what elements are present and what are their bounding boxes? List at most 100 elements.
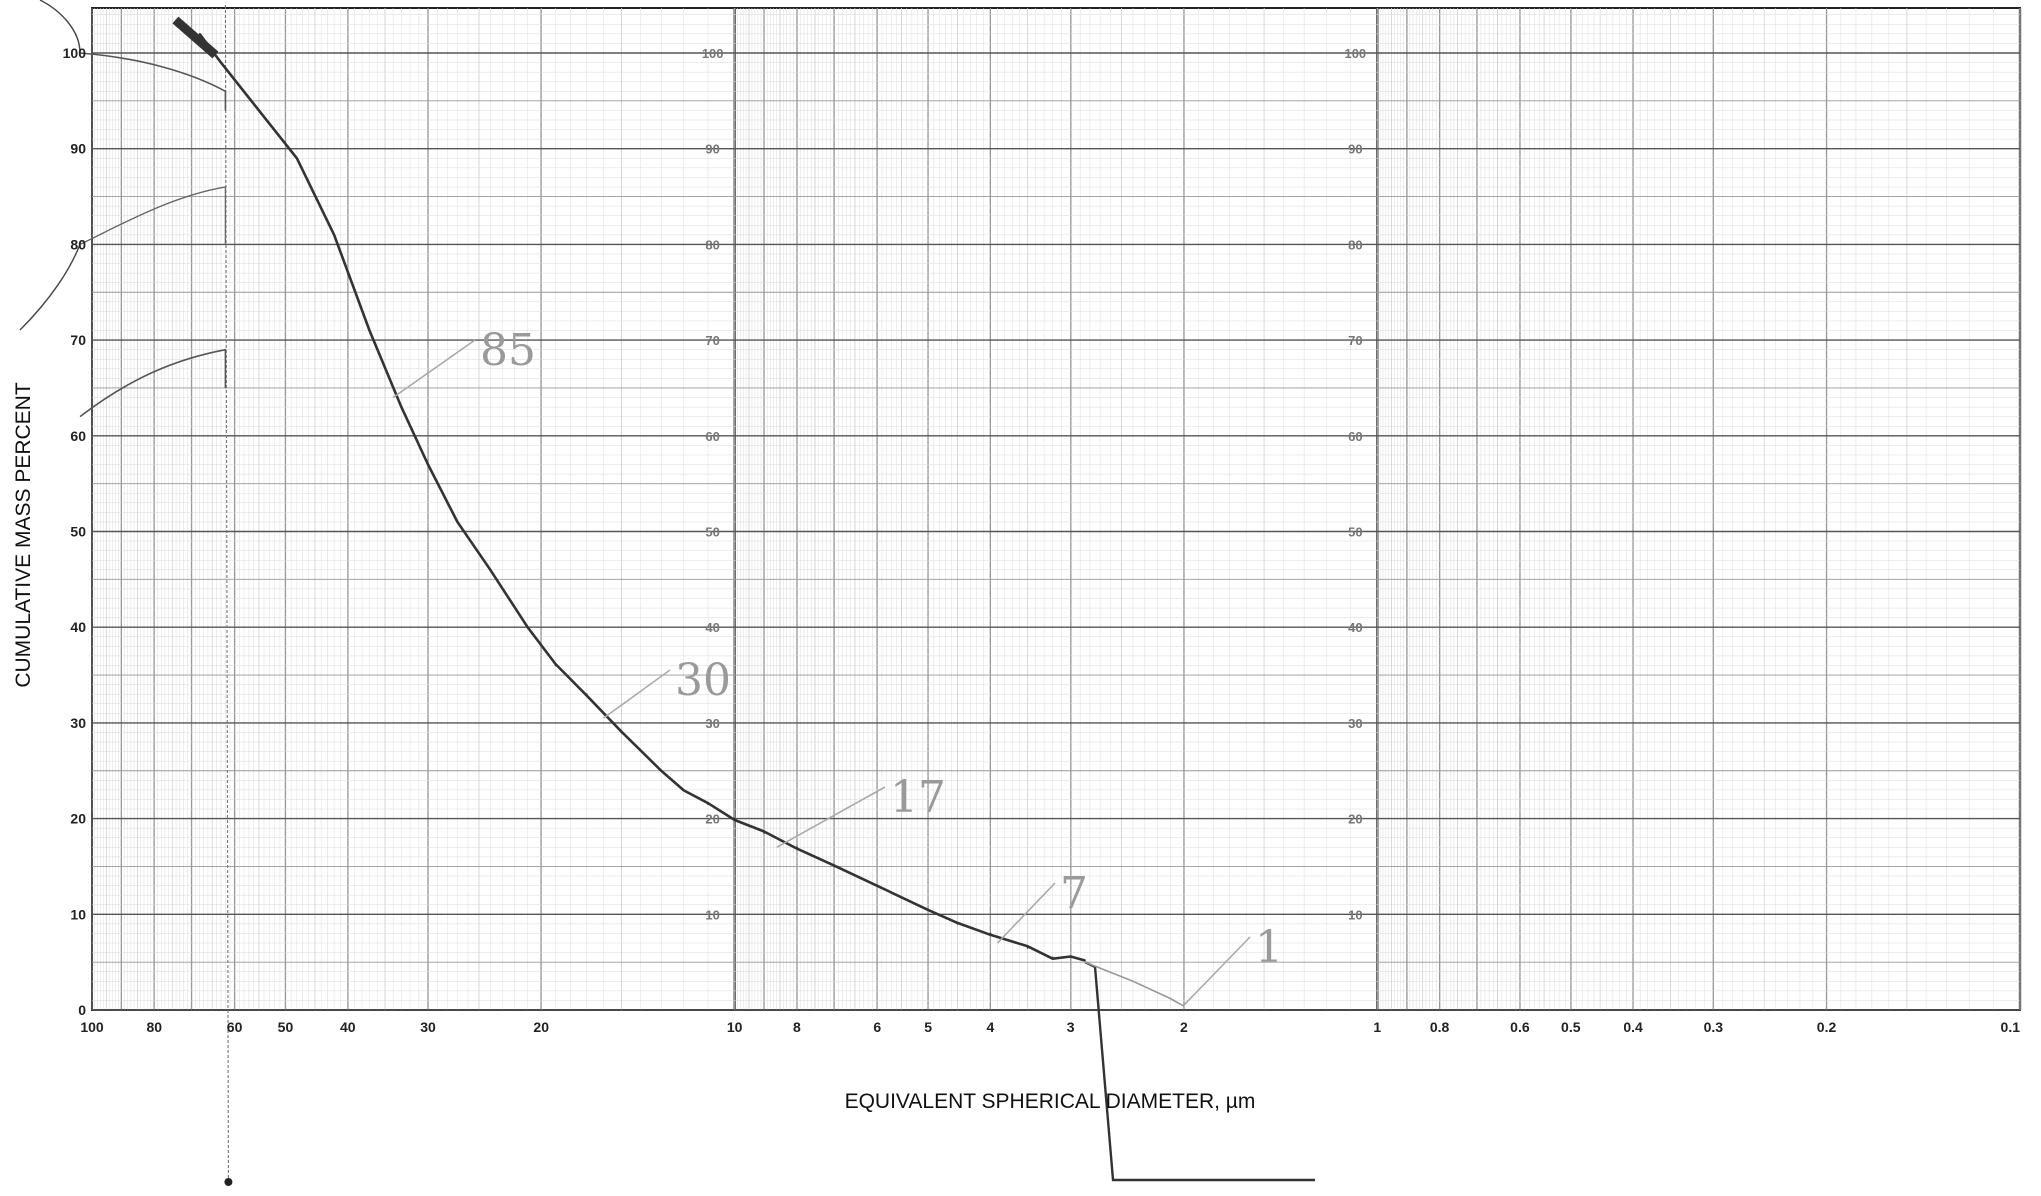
series-point	[1084, 959, 1086, 962]
series-point	[956, 922, 959, 925]
inner-y-tick-label: 40	[705, 620, 719, 635]
hand-drawn-leader	[19, 244, 81, 331]
hand-drawn-scribble	[172, 16, 219, 59]
annotation-label: 17	[890, 772, 946, 823]
hand-drawn-curve	[79, 186, 227, 246]
inner-y-tick-label: 60	[705, 429, 719, 444]
series-point	[707, 803, 709, 806]
series-line	[1084, 961, 1185, 1007]
y-tick-label: 60	[70, 428, 86, 444]
inner-y-tick-label: 30	[1348, 716, 1362, 731]
series-point	[400, 406, 403, 408]
y-tick-label: 50	[70, 524, 86, 540]
x-tick-label: 4	[987, 1019, 995, 1035]
x-tick-label: 0.1	[2001, 1019, 2021, 1035]
series-point	[876, 884, 879, 887]
series-point	[456, 521, 459, 523]
series-point	[1026, 946, 1029, 949]
hand-drawn-leader	[39, 0, 81, 54]
inner-y-tick-label: 40	[1348, 620, 1362, 635]
plot-frame	[91, 7, 2021, 1011]
inner-y-tick-label: 20	[1348, 812, 1362, 827]
tick-label-layer: 0 10 20 30 40 50 60 70 80 90 100 100 80 60 50 40 30 20 10 8…	[63, 45, 2021, 1035]
x-tick-label: 50	[278, 1019, 294, 1035]
inner-y-tick-label: 70	[705, 333, 719, 348]
x-tick-label: 80	[146, 1019, 162, 1035]
y-tick-label: 80	[70, 236, 86, 252]
inner-y-tick-label: 80	[1348, 237, 1362, 252]
series-point	[554, 664, 557, 667]
series-point	[620, 731, 623, 734]
x-tick-label: 60	[227, 1019, 243, 1035]
annotation-leader	[1183, 936, 1251, 1006]
x-tick-label: 0.3	[1704, 1019, 1724, 1035]
series-point	[295, 157, 298, 160]
x-tick-label: 40	[340, 1019, 356, 1035]
inner-y-tick-label: 100	[702, 46, 724, 61]
inner-y-tick-label: 10	[1348, 907, 1362, 922]
x-tick-label: 10	[727, 1019, 743, 1035]
x-tick-label: 0.4	[1623, 1019, 1643, 1035]
series-point	[368, 329, 371, 332]
series-point	[682, 788, 685, 791]
series-point	[660, 769, 663, 772]
series-point	[489, 568, 492, 571]
series-point	[1182, 1005, 1185, 1008]
x-tick-label: 6	[873, 1019, 881, 1035]
x-tick-label: 3	[1067, 1019, 1075, 1035]
annotation-label: 1	[1255, 922, 1283, 973]
annotation-leader	[392, 339, 476, 399]
y-tick-label: 10	[70, 906, 86, 922]
y-tick-label: 90	[70, 141, 86, 157]
x-tick-label: 0.6	[1510, 1019, 1530, 1035]
annotation-label: 7	[1060, 868, 1088, 919]
series-layer	[198, 32, 1185, 1008]
y-tick-label: 20	[70, 811, 86, 827]
y-tick-label: 70	[70, 332, 86, 348]
series-point	[1069, 956, 1072, 959]
x-tick-label: 100	[80, 1019, 104, 1035]
inner-y-tick-label: 90	[1348, 142, 1362, 157]
series-point	[927, 908, 930, 911]
series-point	[198, 32, 201, 35]
x-tick-label: 1	[1373, 1019, 1381, 1035]
y-tick-label: 100	[63, 45, 87, 61]
x-tick-label: 0.2	[1817, 1019, 1837, 1035]
series-point	[585, 693, 588, 696]
series-point	[257, 109, 260, 112]
inner-y-tick-label: 80	[705, 237, 719, 252]
x-tick-label: 2	[1180, 1019, 1188, 1035]
series-point	[427, 463, 429, 466]
x-tick-label: 30	[420, 1019, 436, 1035]
inner-y-tick-label: 30	[705, 716, 719, 731]
series-point	[333, 233, 336, 236]
annotation-leader	[776, 786, 886, 849]
inner-y-tick-label: 70	[1348, 333, 1362, 348]
inner-y-tick-label: 100	[1344, 46, 1366, 61]
x-tick-label: 5	[924, 1019, 932, 1035]
y-tick-label: 40	[70, 619, 86, 635]
annotation-label: 85	[480, 325, 536, 376]
annotation-layer: 85 30 17 7 1	[392, 325, 1283, 1006]
annotation-leader	[603, 669, 671, 719]
x-tick-label: 20	[533, 1019, 549, 1035]
inner-y-tick-label: 90	[705, 142, 719, 157]
series-point	[526, 626, 529, 629]
series-point	[1132, 980, 1134, 983]
x-tick-label: 0.5	[1561, 1019, 1581, 1035]
series-point	[1051, 956, 1054, 959]
series-point	[989, 932, 992, 935]
series-point	[1169, 997, 1172, 1000]
inner-y-tick-label: 20	[705, 812, 719, 827]
y-tick-label: 0	[78, 1002, 86, 1018]
grid	[91, 7, 2022, 1011]
x-axis-title: EQUIVALENT SPHERICAL DIAMETER, µm	[845, 1090, 1256, 1113]
y-axis-title: CUMULATIVE MASS PERCENT	[12, 382, 35, 687]
series-point	[763, 832, 765, 834]
annotation-label: 30	[675, 655, 731, 706]
y-tick-label: 30	[70, 715, 86, 731]
hand-drawn-curve	[79, 348, 227, 418]
series-point	[796, 846, 798, 849]
